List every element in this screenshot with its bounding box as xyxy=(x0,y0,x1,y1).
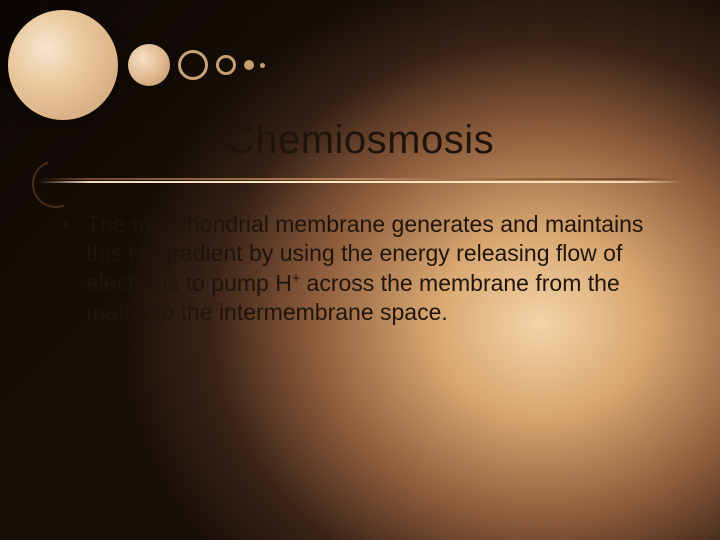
deco-circle-ring-2 xyxy=(216,55,236,75)
bullet-1-sup-a: + xyxy=(145,241,153,257)
deco-circle-dot-2 xyxy=(260,63,265,68)
title-rule xyxy=(38,178,682,184)
slide-body: The mitochondrial membrane generates and… xyxy=(58,210,662,328)
title-rule-dark xyxy=(38,178,682,180)
title-rule-light xyxy=(38,181,682,183)
deco-circle-ring-1 xyxy=(178,50,208,80)
deco-circle-medium xyxy=(128,44,170,86)
deco-circle-large xyxy=(8,10,118,120)
bullet-1: The mitochondrial membrane generates and… xyxy=(58,210,662,328)
slide-title: Chemiosmosis xyxy=(0,118,720,163)
deco-circle-dot-1 xyxy=(244,60,254,70)
bullet-1-sup-b: + xyxy=(292,270,300,286)
slide: Chemiosmosis The mitochondrial membrane … xyxy=(0,0,720,540)
